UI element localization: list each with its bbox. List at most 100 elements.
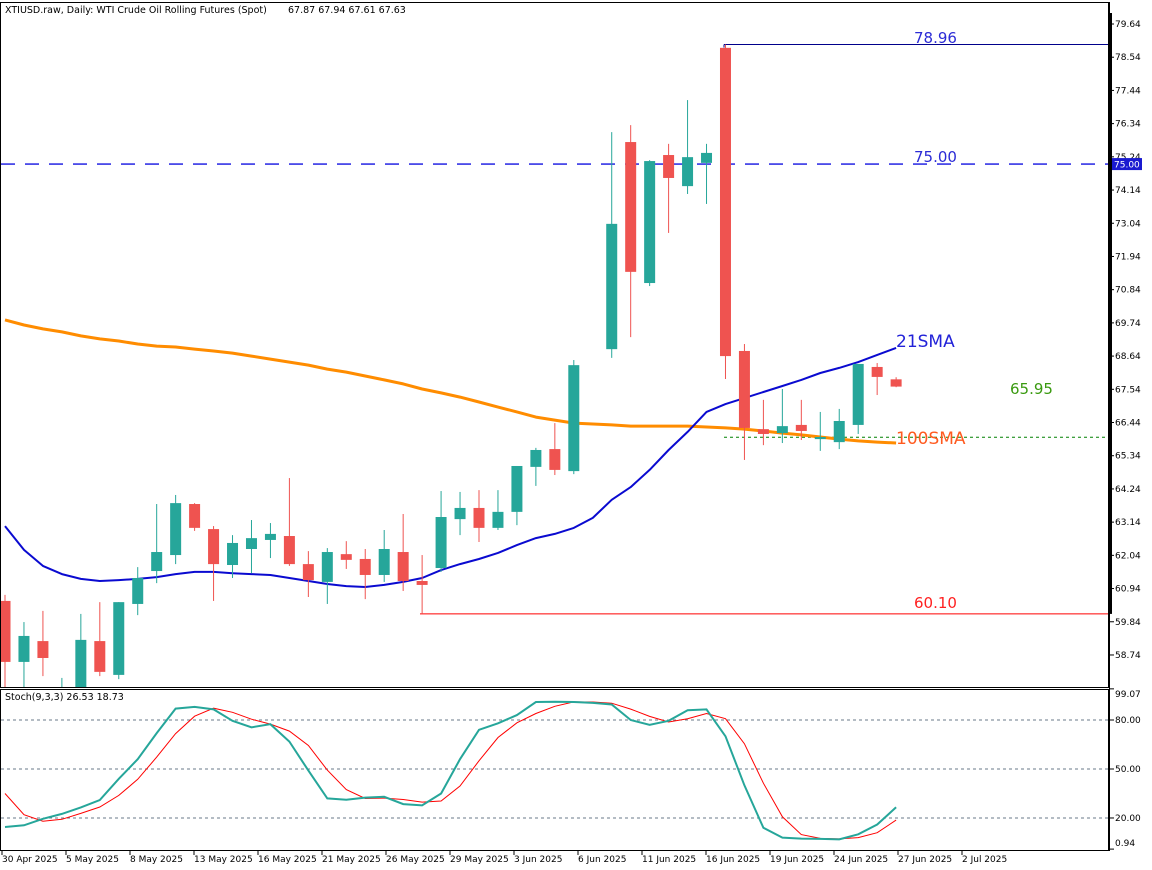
time-tick-label: 26 May 2025: [386, 855, 445, 865]
bullish-candle[interactable]: [435, 491, 447, 572]
sma100-line[interactable]: [4, 318, 897, 445]
candle-body: [814, 436, 826, 440]
level-6595-label: 65.95: [1010, 380, 1053, 398]
candle-body: [170, 503, 182, 556]
bullish-candle[interactable]: [776, 388, 788, 444]
time-tick-label: 6 Jun 2025: [578, 855, 626, 865]
time-tick-label: 29 May 2025: [450, 855, 509, 865]
candle-body: [719, 47, 731, 357]
bullish-candle[interactable]: [701, 143, 713, 204]
time-axis[interactable]: 30 Apr 2025 5 May 2025 8 May 2025 13 May 20…: [1, 851, 1007, 865]
price-tick-label: 73.04: [1115, 219, 1141, 229]
bullish-candle[interactable]: [227, 535, 239, 578]
sma21-label: 21SMA: [896, 332, 955, 352]
candle-body: [606, 223, 618, 350]
candle-body: [113, 602, 125, 675]
bullish-candle[interactable]: [852, 363, 864, 434]
price-tick-label: 71.94: [1115, 252, 1141, 262]
bearish-candle[interactable]: [473, 490, 485, 543]
bearish-candle[interactable]: [416, 555, 428, 614]
chart-header-ohlc: 67.87 67.94 67.61 67.63: [288, 5, 406, 16]
bullish-candle[interactable]: [151, 504, 163, 584]
bearish-candle[interactable]: [359, 549, 371, 600]
price-tick-label: 58.74: [1115, 651, 1141, 661]
price-tick-label: 70.84: [1115, 286, 1141, 296]
stochastic-panel[interactable]: Stoch(9,3,3) 26.53 18.73: [0, 689, 1109, 851]
price-tick-label: 74.14: [1115, 186, 1141, 196]
bullish-candle[interactable]: [814, 411, 826, 451]
bullish-candle[interactable]: [454, 491, 466, 536]
bullish-candle[interactable]: [56, 677, 67, 705]
bullish-candle[interactable]: [530, 447, 542, 486]
bearish-candle[interactable]: [340, 541, 352, 569]
time-tick-label: 24 Jun 2025: [834, 855, 888, 865]
bearish-candle[interactable]: [738, 344, 750, 460]
price-tick-label: 76.34: [1115, 120, 1141, 130]
bullish-candle[interactable]: [170, 494, 182, 565]
bullish-candle[interactable]: [568, 360, 580, 475]
candle-body: [435, 517, 447, 569]
stoch-tick-label: 80.00: [1115, 716, 1141, 726]
stoch-tick-label: 0.94: [1115, 839, 1135, 849]
candle-body: [378, 549, 390, 575]
bearish-candle[interactable]: [397, 513, 409, 591]
bearish-candle[interactable]: [757, 399, 769, 446]
price-tick-label: 67.54: [1115, 385, 1141, 395]
bearish-candle[interactable]: [549, 423, 561, 476]
bullish-candle[interactable]: [113, 602, 125, 680]
stoch-d-line[interactable]: [4, 701, 897, 840]
bearish-candle[interactable]: [663, 143, 675, 233]
high-level-label: 78.96: [914, 29, 957, 47]
bullish-candle[interactable]: [321, 548, 333, 604]
price-tick-label: 59.84: [1115, 618, 1141, 628]
candle-body: [416, 581, 428, 585]
time-tick-label: 16 Jun 2025: [706, 855, 760, 865]
candle-body: [644, 161, 656, 284]
bullish-candle[interactable]: [18, 622, 30, 692]
candle-body: [795, 424, 807, 431]
price-tick-label: 79.64: [1115, 20, 1141, 30]
bullish-candle[interactable]: [75, 613, 87, 705]
time-tick-label: 13 May 2025: [194, 855, 253, 865]
bullish-candle[interactable]: [264, 523, 276, 559]
bullish-candle[interactable]: [682, 100, 694, 194]
candle-body: [549, 449, 561, 470]
bullish-candle[interactable]: [511, 465, 523, 526]
level-75-label: 75.00: [914, 148, 957, 166]
bullish-candle[interactable]: [644, 160, 656, 287]
candle-body: [492, 511, 504, 528]
bearish-candle[interactable]: [208, 526, 220, 601]
bearish-candle[interactable]: [795, 399, 807, 441]
bullish-candle[interactable]: [245, 520, 257, 574]
bearish-candle[interactable]: [0, 594, 11, 700]
bearish-candle[interactable]: [302, 551, 314, 598]
candle-body: [151, 552, 163, 572]
bullish-candle[interactable]: [378, 529, 390, 582]
time-tick-label: 5 May 2025: [66, 855, 119, 865]
time-tick-label: 11 Jun 2025: [642, 855, 696, 865]
bearish-candle[interactable]: [94, 602, 106, 677]
bearish-candle[interactable]: [871, 363, 883, 396]
candle-body: [1, 600, 11, 662]
stochastic-panel-frame: [0, 689, 1109, 851]
price-axis[interactable]: 79.64 78.54 77.44 76.34 75.24 74.14 73.04 71.94…: [1108, 2, 1142, 851]
stoch-tick-label: 20.00: [1115, 814, 1141, 824]
bullish-candle[interactable]: [606, 132, 618, 358]
bullish-candle[interactable]: [492, 490, 504, 530]
price-tick-label: 75.24: [1115, 153, 1141, 163]
low-level-label: 60.10: [914, 594, 957, 612]
candle-body: [189, 504, 201, 528]
bullish-candle[interactable]: [833, 408, 845, 450]
candle-body: [283, 536, 295, 565]
bearish-candle[interactable]: [283, 478, 295, 566]
bullish-candle[interactable]: [132, 567, 144, 616]
bearish-candle[interactable]: [625, 125, 637, 338]
stoch-k-line[interactable]: [4, 700, 897, 841]
bearish-candle[interactable]: [890, 377, 902, 388]
main-panel[interactable]: 78.9675.0065.9560.1021SMA100SMAStchastic…: [0, 2, 1109, 815]
bearish-candle[interactable]: [719, 44, 731, 380]
candle-body: [473, 507, 485, 528]
bearish-candle[interactable]: [37, 610, 49, 677]
bearish-candle[interactable]: [189, 503, 201, 531]
